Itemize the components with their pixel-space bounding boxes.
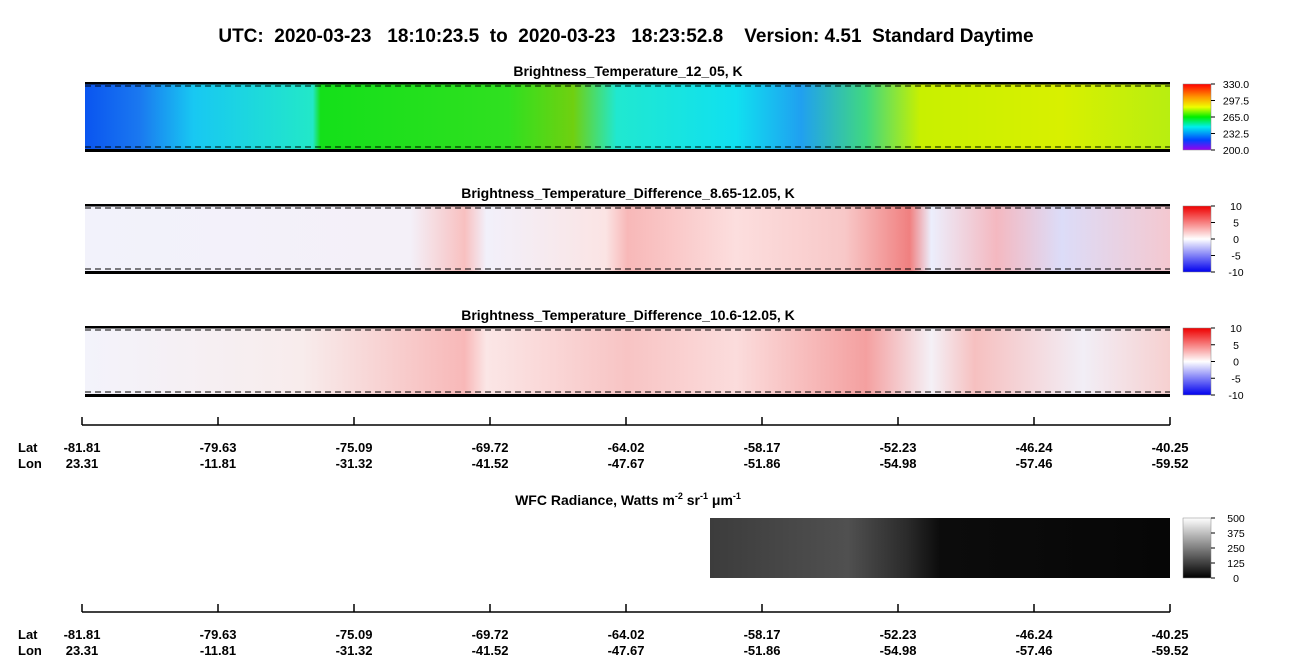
lat-tick-label: -81.81: [64, 440, 101, 455]
colorbar-tick-label: 5: [1233, 218, 1239, 230]
colorbar-tick-label: 297.5: [1223, 96, 1249, 108]
colorbar-tick-label: 375: [1227, 528, 1245, 540]
colorbar-tick-label: -5: [1231, 251, 1240, 263]
lat-tick-label: -81.81: [64, 627, 101, 642]
colorbar-tick-label: 5: [1233, 340, 1239, 352]
title-sup: -1: [733, 491, 741, 501]
lat-tick-label: -75.09: [336, 627, 373, 642]
panel-title: Brightness_Temperature_12_05, K: [513, 63, 742, 79]
colorbar: [1182, 517, 1212, 579]
lon-tick-label: -11.81: [200, 456, 236, 471]
lat-tick-label: -46.24: [1016, 440, 1054, 455]
colorbar: [1182, 327, 1212, 396]
panel-border: [85, 204, 1170, 207]
lat-tick-label: -58.17: [744, 627, 781, 642]
colorbar-tick-label: 265.0: [1223, 112, 1249, 124]
lon-tick-label: -59.52: [1152, 643, 1189, 658]
panel-title: Brightness_Temperature_Difference_8.65-1…: [461, 185, 795, 201]
lon-tick-label: -51.86: [744, 456, 781, 471]
lon-tick-label: 23.31: [66, 456, 99, 471]
lat-tick-label: -40.25: [1152, 627, 1189, 642]
panel-border: [85, 149, 1170, 152]
lat-tick-label: -58.17: [744, 440, 781, 455]
lon-tick-label: -57.46: [1016, 456, 1053, 471]
colorbar-tick-label: 125: [1227, 558, 1245, 570]
panel-border: [85, 271, 1170, 274]
colorbar-tick-label: -10: [1228, 267, 1243, 279]
panel-title: Brightness_Temperature_Difference_10.6-1…: [461, 307, 795, 323]
panel-image: [85, 206, 1170, 272]
title-sup: -1: [700, 491, 708, 501]
title-part: sr: [683, 492, 701, 508]
lon-tick-label: -31.32: [336, 456, 373, 471]
lon-tick-label: -47.67: [608, 456, 645, 471]
lon-tick-label: -41.52: [472, 456, 509, 471]
lon-tick-label: -31.32: [336, 643, 373, 658]
page-title: UTC: 2020-03-23 18:10:23.5 to 2020-03-23…: [218, 26, 1033, 47]
colorbar-tick-label: 500: [1227, 513, 1245, 525]
colorbar-tick-label: 0: [1233, 573, 1239, 585]
colorbar-tick-label: -10: [1228, 390, 1243, 402]
lat-tick-label: -40.25: [1152, 440, 1189, 455]
axis-label: Lat: [18, 440, 38, 455]
lon-tick-label: 23.31: [66, 643, 99, 658]
lat-tick-label: -79.63: [200, 627, 237, 642]
colorbar-tick-label: -5: [1231, 373, 1240, 385]
panel-image: [85, 328, 1170, 395]
panel-border: [85, 394, 1170, 397]
title-part: WFC Radiance, Watts m: [515, 492, 675, 508]
colorbar-tick-label: 250: [1227, 543, 1245, 555]
title-sup: -2: [675, 491, 683, 501]
colorbar-tick-label: 0: [1233, 357, 1239, 369]
lon-tick-label: -54.98: [880, 456, 917, 471]
lon-tick-label: -57.46: [1016, 643, 1053, 658]
axis-label: Lon: [18, 643, 42, 658]
colorbar-tick-label: 330.0: [1223, 79, 1249, 91]
colorbar-tick-label: 232.5: [1223, 129, 1249, 141]
lon-tick-label: -54.98: [880, 643, 917, 658]
axis-label: Lat: [18, 627, 38, 642]
lat-tick-label: -46.24: [1016, 627, 1054, 642]
panel-border: [85, 326, 1170, 329]
panel-title: WFC Radiance, Watts m-2 sr-1 μm-1: [515, 491, 741, 508]
colorbar: [1182, 83, 1212, 151]
axis-label: Lon: [18, 456, 42, 471]
lon-tick-label: -59.52: [1152, 456, 1189, 471]
lon-tick-label: -47.67: [608, 643, 645, 658]
lon-tick-label: -41.52: [472, 643, 509, 658]
lat-tick-label: -64.02: [608, 627, 645, 642]
lat-tick-label: -69.72: [472, 440, 509, 455]
lat-tick-label: -52.23: [880, 440, 917, 455]
lat-tick-label: -52.23: [880, 627, 917, 642]
title-part: μm: [708, 492, 733, 508]
colorbar-tick-label: 200.0: [1223, 145, 1249, 157]
lon-tick-label: -51.86: [744, 643, 781, 658]
lat-tick-label: -69.72: [472, 627, 509, 642]
panel-image: [710, 518, 1170, 578]
lon-tick-label: -11.81: [200, 643, 236, 658]
lat-tick-label: -75.09: [336, 440, 373, 455]
colorbar: [1182, 205, 1212, 273]
colorbar-tick-label: 10: [1230, 201, 1242, 213]
lat-tick-label: -64.02: [608, 440, 645, 455]
colorbar-tick-label: 0: [1233, 234, 1239, 246]
panel-border: [85, 82, 1170, 85]
lat-tick-label: -79.63: [200, 440, 237, 455]
colorbar-tick-label: 10: [1230, 323, 1242, 335]
panel-image: [85, 84, 1170, 150]
